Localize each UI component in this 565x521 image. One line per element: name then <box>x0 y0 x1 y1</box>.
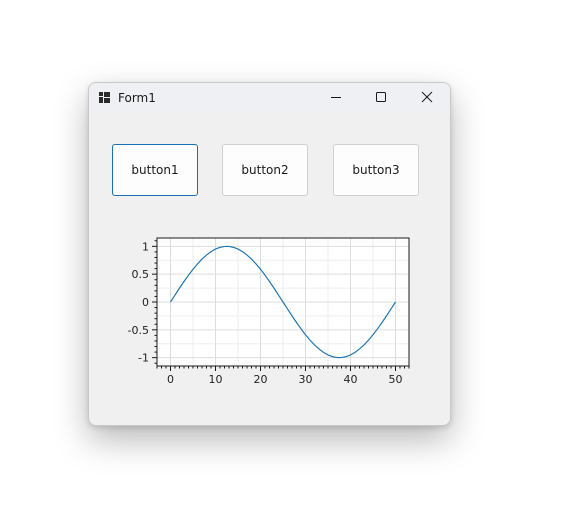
y-tick-label: -1 <box>138 352 149 365</box>
minimize-button[interactable] <box>313 83 359 113</box>
x-tick-label: 30 <box>299 373 313 386</box>
maximize-icon <box>376 92 386 102</box>
close-icon <box>421 91 433 103</box>
y-tick-label: 0.5 <box>132 268 150 281</box>
y-tick-label: 1 <box>142 240 149 253</box>
form1-window: Form1 button1 button2 button3 0 10 20 30 40 5… <box>88 82 451 426</box>
x-tick-label: 40 <box>344 373 358 386</box>
y-tick-label: 0 <box>142 296 149 309</box>
window-title: Form1 <box>118 91 156 105</box>
button2[interactable]: button2 <box>222 144 308 196</box>
x-tick-label: 20 <box>254 373 268 386</box>
x-tick-label: 50 <box>389 373 403 386</box>
winforms-app-icon <box>99 92 110 103</box>
minimize-icon <box>331 97 341 98</box>
button1[interactable]: button1 <box>112 144 198 196</box>
title-bar[interactable]: Form1 <box>89 83 450 113</box>
button3[interactable]: button3 <box>333 144 419 196</box>
sine-chart: 0 10 20 30 40 50 1 0.5 0 -0.5 -1 <box>128 237 410 386</box>
close-button[interactable] <box>404 83 450 113</box>
y-tick-label: -0.5 <box>128 324 149 337</box>
series-line-0 <box>169 245 397 359</box>
x-tick-label: 0 <box>167 373 174 386</box>
maximize-button[interactable] <box>358 83 404 113</box>
x-tick-label: 10 <box>209 373 223 386</box>
